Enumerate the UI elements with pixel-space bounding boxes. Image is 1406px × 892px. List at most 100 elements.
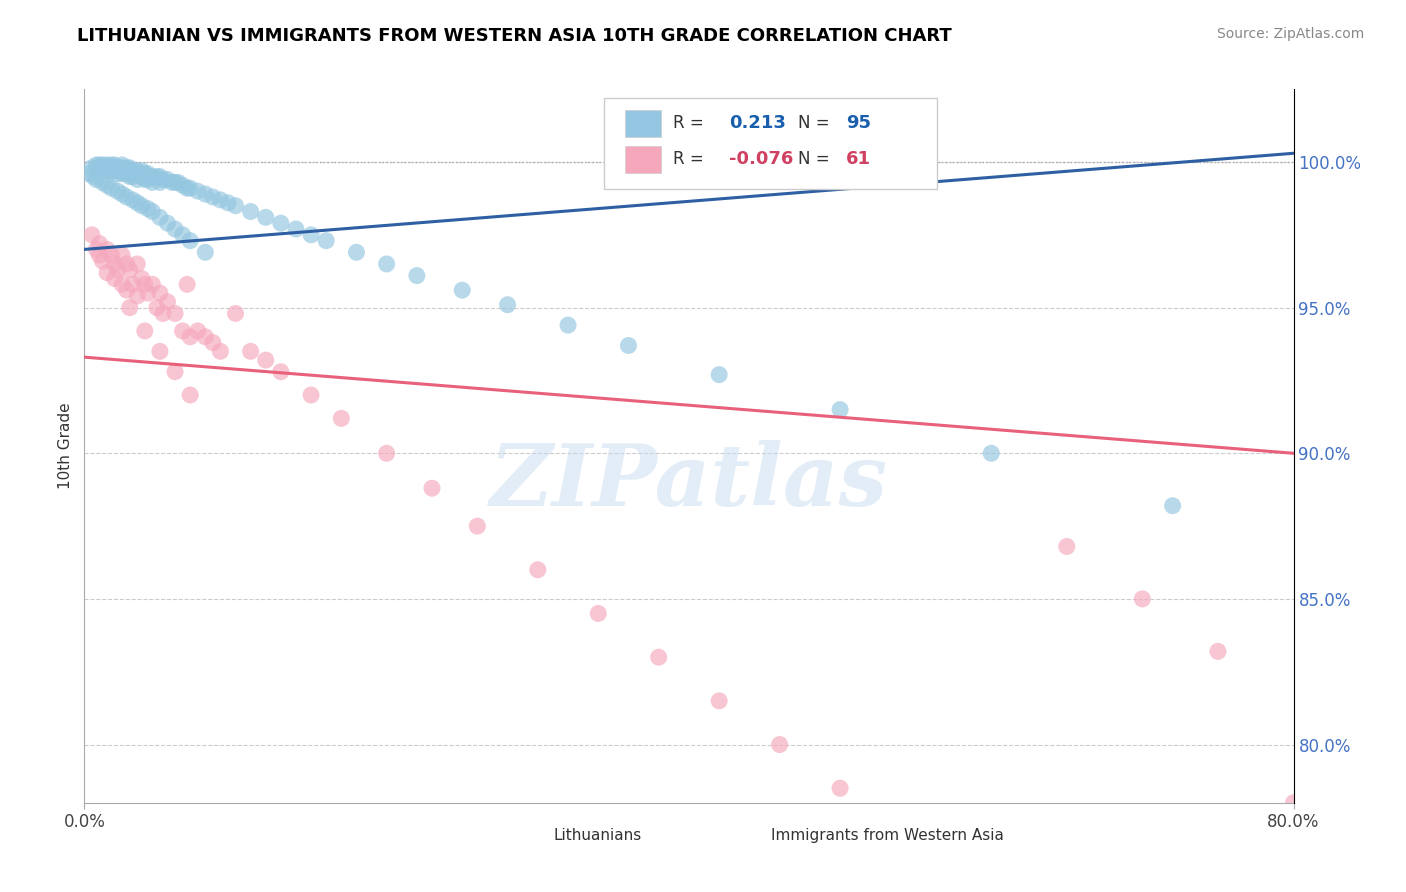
Point	[96, 178, 118, 193]
Point	[167, 175, 190, 189]
Point	[187, 324, 209, 338]
Point	[254, 211, 277, 225]
Point	[769, 738, 792, 752]
Point	[160, 175, 183, 189]
Point	[115, 161, 138, 175]
Point	[330, 411, 353, 425]
Point	[141, 277, 163, 292]
Point	[121, 169, 143, 184]
Point	[904, 830, 927, 845]
Point	[111, 163, 134, 178]
Point	[588, 607, 610, 621]
Point	[104, 161, 127, 175]
Point	[96, 163, 118, 178]
Point	[107, 167, 129, 181]
Point	[179, 388, 201, 402]
Point	[115, 190, 138, 204]
Point	[270, 216, 292, 230]
Point	[420, 481, 443, 495]
Point	[127, 167, 149, 181]
Point	[91, 161, 114, 175]
Point	[172, 324, 194, 338]
Text: 95: 95	[846, 114, 872, 132]
Point	[141, 169, 163, 184]
Point	[375, 257, 398, 271]
Point	[77, 167, 100, 181]
Point	[127, 172, 149, 186]
Point	[118, 161, 141, 175]
Text: Source: ZipAtlas.com: Source: ZipAtlas.com	[1216, 27, 1364, 41]
Point	[149, 175, 172, 189]
Point	[217, 195, 239, 210]
Point	[176, 181, 198, 195]
Point	[980, 446, 1002, 460]
Point	[115, 257, 138, 271]
Point	[179, 330, 201, 344]
Point	[127, 163, 149, 178]
Point	[111, 248, 134, 262]
Bar	[624, 110, 661, 137]
Point	[89, 236, 111, 251]
Point	[225, 306, 247, 320]
Point	[96, 161, 118, 175]
Point	[179, 181, 201, 195]
FancyBboxPatch shape	[605, 98, 936, 189]
Point	[496, 298, 519, 312]
Point	[709, 368, 731, 382]
Point	[104, 271, 127, 285]
Point	[225, 199, 247, 213]
Point	[980, 877, 1002, 891]
Point	[467, 519, 489, 533]
Point	[131, 271, 153, 285]
Point	[141, 204, 163, 219]
Point	[285, 222, 308, 236]
Point	[115, 167, 138, 181]
Point	[91, 254, 114, 268]
Point	[406, 268, 429, 283]
Point	[315, 234, 337, 248]
Point	[127, 195, 149, 210]
Point	[830, 781, 852, 796]
Point	[111, 277, 134, 292]
Point	[1282, 796, 1305, 810]
Text: -0.076: -0.076	[728, 150, 793, 168]
Text: R =: R =	[673, 150, 709, 168]
Point	[104, 158, 127, 172]
Point	[121, 193, 143, 207]
Point	[104, 163, 127, 178]
Text: N =: N =	[797, 114, 835, 132]
Point	[375, 446, 398, 460]
Point	[187, 184, 209, 198]
Point	[201, 190, 224, 204]
Point	[254, 353, 277, 368]
Text: 0.213: 0.213	[728, 114, 786, 132]
Point	[709, 694, 731, 708]
Y-axis label: 10th Grade: 10th Grade	[58, 402, 73, 490]
Point	[127, 257, 149, 271]
Point	[152, 172, 174, 186]
Text: Immigrants from Western Asia: Immigrants from Western Asia	[770, 828, 1004, 843]
Point	[82, 169, 104, 184]
Point	[156, 294, 179, 309]
Point	[107, 161, 129, 175]
Bar	[508, 822, 544, 849]
Point	[118, 163, 141, 178]
Point	[96, 158, 118, 172]
Point	[136, 167, 159, 181]
Point	[111, 167, 134, 181]
Text: Lithuanians: Lithuanians	[554, 828, 641, 843]
Point	[149, 211, 172, 225]
Point	[1056, 540, 1078, 554]
Point	[118, 301, 141, 315]
Bar	[624, 145, 661, 173]
Point	[194, 245, 217, 260]
Point	[239, 204, 262, 219]
Point	[299, 227, 322, 242]
Point	[134, 324, 156, 338]
Point	[165, 365, 187, 379]
Point	[86, 243, 108, 257]
Point	[91, 158, 114, 172]
Point	[648, 650, 671, 665]
Point	[96, 243, 118, 257]
Point	[111, 158, 134, 172]
